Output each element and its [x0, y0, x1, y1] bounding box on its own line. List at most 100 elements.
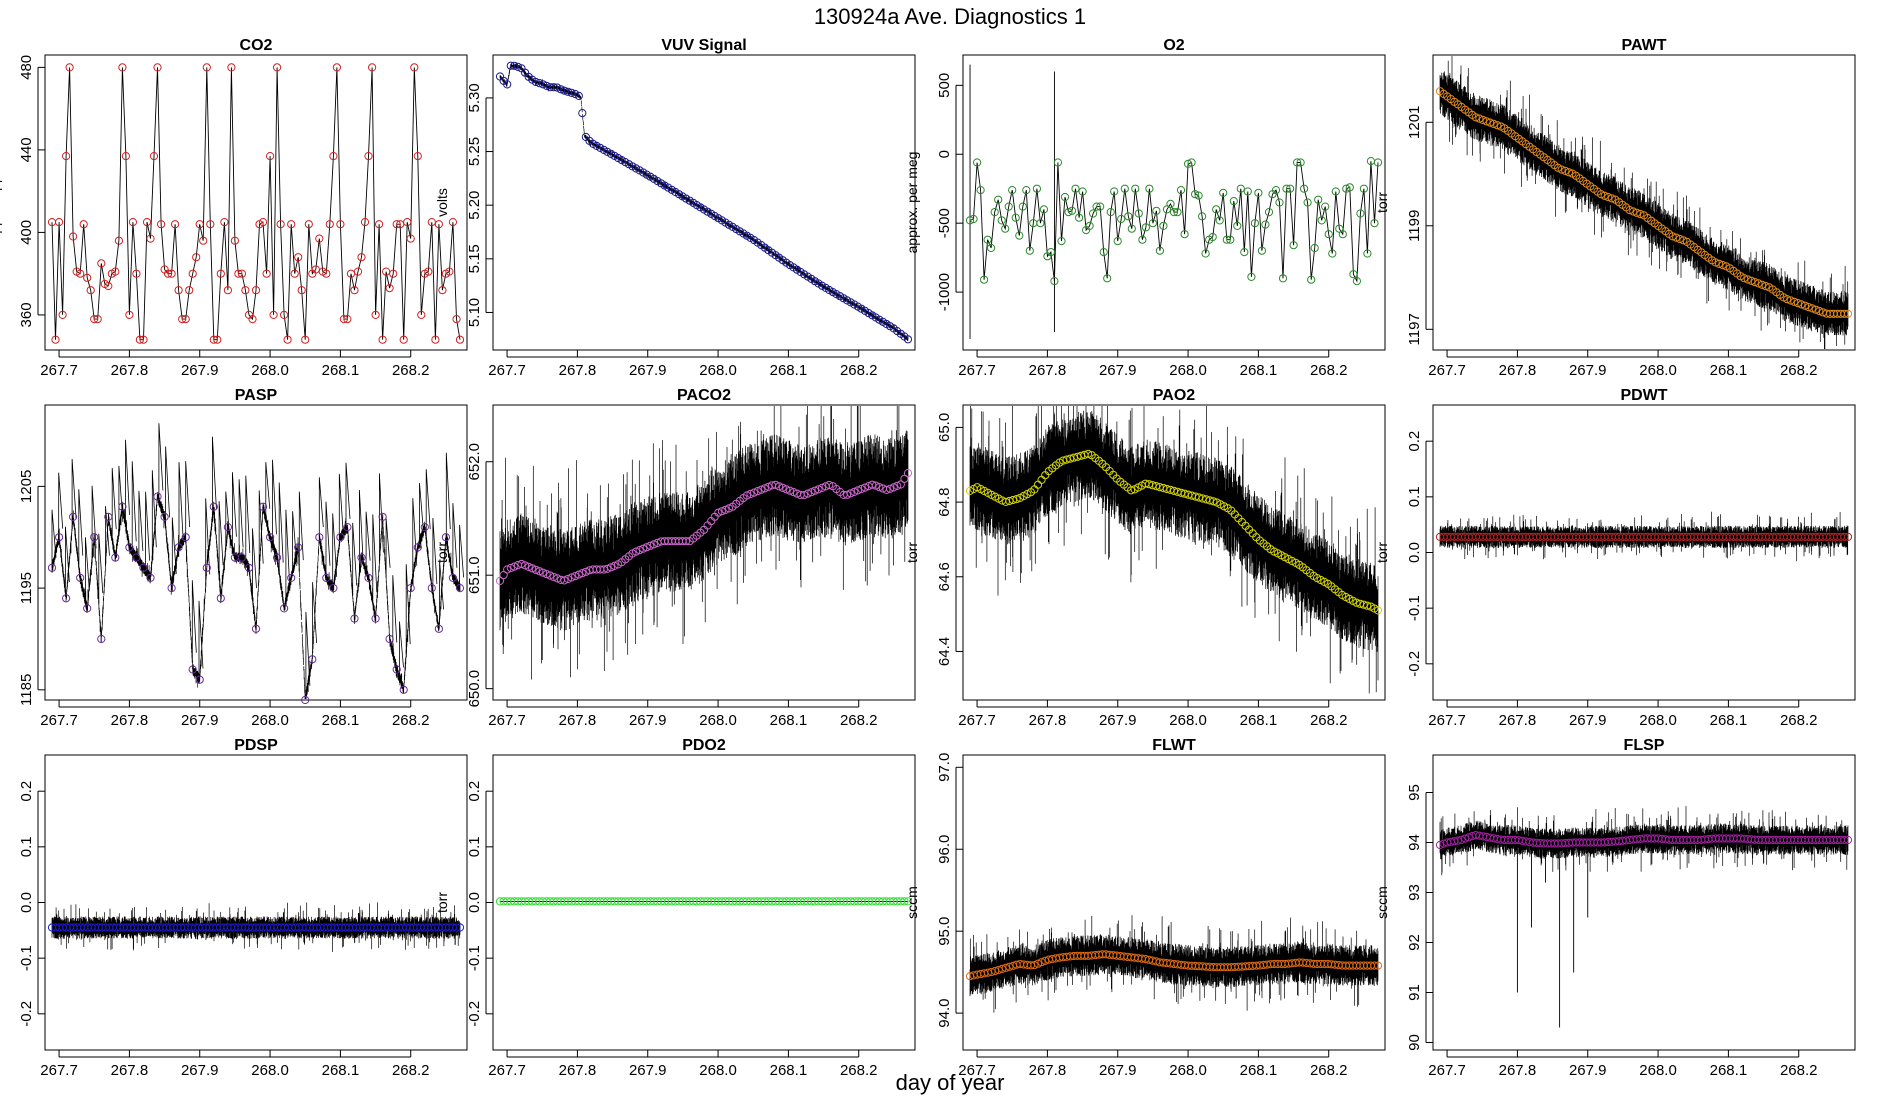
data-point — [385, 284, 394, 293]
x-tick-label: 268.1 — [322, 712, 360, 729]
data-point — [329, 584, 338, 593]
data-point — [1740, 274, 1749, 283]
panel-title: PAWT — [1621, 37, 1666, 54]
data-point — [294, 543, 303, 552]
y-tick-label: 5.30 — [466, 83, 483, 112]
x-tick-label: 268.1 — [1240, 1062, 1278, 1079]
data-point — [287, 220, 296, 229]
x-tick-label: 267.9 — [1569, 1062, 1607, 1079]
data-point — [882, 485, 891, 494]
data-point — [1286, 184, 1295, 193]
data-point — [1289, 241, 1298, 250]
data-point — [581, 567, 591, 576]
data-point — [357, 253, 366, 262]
data-point — [1148, 219, 1158, 228]
data-point — [174, 286, 183, 295]
data-point — [1264, 208, 1274, 217]
data-point — [578, 109, 587, 118]
data-point — [1078, 187, 1087, 196]
data-point — [378, 512, 387, 522]
data-point — [1475, 114, 1484, 123]
data-point — [1349, 270, 1358, 279]
plot-frame — [44, 754, 468, 1051]
y-axis-label: torr — [434, 892, 450, 913]
x-tick-label: 267.9 — [629, 362, 667, 379]
y-tick-label: 91 — [1406, 984, 1423, 1001]
data-point — [301, 695, 310, 705]
chart-panel-flsp: FLSP sccm 267.7 267.8 267.9 268.0 268.1 268.2 90… — [1374, 737, 1856, 1079]
data-point — [903, 897, 913, 906]
data-point — [118, 63, 127, 72]
data-point — [329, 152, 338, 161]
y-tick-label: 93 — [1406, 884, 1423, 901]
data-point — [1208, 232, 1217, 242]
data-point — [1478, 115, 1488, 125]
y-axis-label: torr — [0, 892, 2, 913]
panel-title: PDSP — [234, 737, 278, 754]
data-point — [1018, 202, 1027, 211]
data-point — [1124, 212, 1133, 221]
data-point — [742, 491, 752, 500]
data-point — [164, 269, 173, 278]
data-point — [1053, 158, 1063, 167]
data-point — [125, 310, 134, 319]
data-point — [1117, 214, 1126, 224]
data-point — [181, 533, 190, 542]
data-point — [65, 63, 74, 72]
panel-title: FLSP — [1624, 737, 1665, 754]
data-point — [1025, 246, 1034, 255]
data-point — [336, 533, 345, 542]
x-tick-label: 267.8 — [111, 1062, 149, 1079]
data-point — [631, 547, 641, 556]
data-point — [241, 286, 250, 295]
plot-frame — [1432, 754, 1856, 1051]
data-point — [714, 508, 723, 517]
data-point — [371, 310, 380, 319]
data-point — [1209, 497, 1218, 506]
data-point — [209, 335, 218, 344]
x-tick-label: 268.2 — [840, 362, 878, 379]
data-point — [234, 269, 243, 278]
x-tick-label: 267.9 — [1099, 712, 1137, 729]
data-point — [1099, 248, 1108, 257]
plot-frame — [962, 754, 1386, 1051]
x-tick-label: 268.2 — [392, 362, 430, 379]
data-point — [1293, 158, 1302, 167]
series-points — [47, 923, 465, 932]
y-tick-label: 652.0 — [466, 443, 483, 481]
y-tick-label: 92 — [1406, 934, 1423, 951]
raw-data-trace — [51, 492, 461, 699]
data-point — [132, 553, 141, 562]
data-point — [188, 269, 197, 278]
data-point — [417, 310, 426, 319]
data-point — [571, 572, 580, 581]
raw-data-trace — [499, 406, 909, 680]
data-point — [825, 480, 834, 490]
x-tick-label: 267.8 — [559, 362, 597, 379]
data-point — [315, 234, 324, 243]
data-point — [538, 568, 548, 577]
data-point — [1067, 206, 1077, 215]
data-point — [973, 158, 982, 167]
data-point — [69, 232, 78, 241]
data-point — [1486, 118, 1495, 127]
y-tick-label: 651.0 — [466, 556, 483, 594]
y-tick-label: 90 — [1406, 1034, 1423, 1051]
data-point — [188, 665, 197, 674]
data-point — [1282, 184, 1291, 193]
panel-title: PACO2 — [677, 387, 731, 404]
data-point — [567, 88, 576, 98]
data-point — [1215, 216, 1224, 225]
x-tick-label: 267.7 — [488, 712, 526, 729]
x-tick-label: 267.9 — [1569, 362, 1607, 379]
data-point — [1786, 296, 1795, 305]
data-point — [216, 594, 225, 603]
data-point — [1001, 224, 1010, 233]
data-point — [1271, 186, 1281, 195]
data-point — [969, 214, 978, 224]
data-point — [1373, 158, 1383, 167]
x-tick-label: 268.1 — [1710, 712, 1748, 729]
data-point — [606, 563, 616, 572]
data-point — [452, 315, 461, 324]
data-point — [424, 267, 433, 276]
